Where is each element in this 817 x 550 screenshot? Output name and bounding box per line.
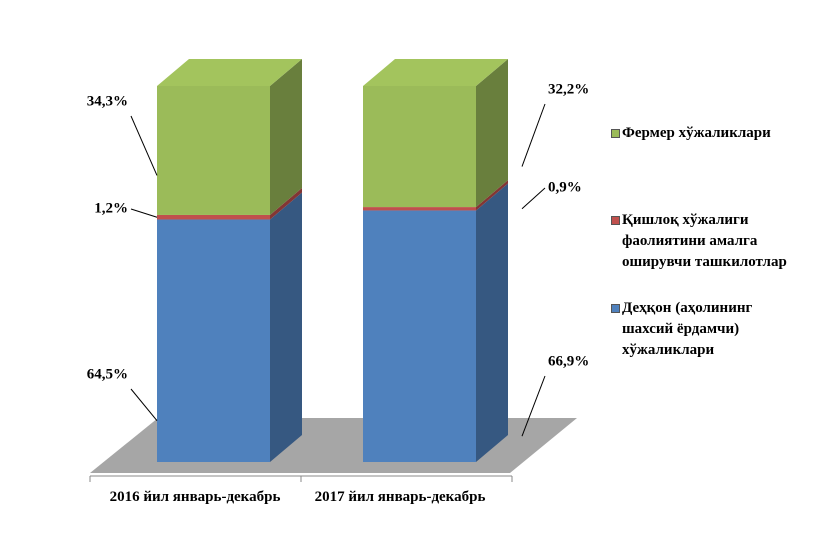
bar-side bbox=[270, 187, 302, 220]
legend-label: Фермер хўжаликлари bbox=[622, 125, 771, 141]
bar-side bbox=[270, 59, 302, 215]
bar-side bbox=[476, 183, 508, 462]
leader-line bbox=[130, 115, 158, 176]
x-tick-label: 2017 йил январь-декабрь bbox=[314, 489, 486, 505]
bar bbox=[157, 214, 270, 220]
bar-side bbox=[270, 192, 302, 463]
bar bbox=[157, 86, 270, 215]
leader-line bbox=[521, 375, 546, 437]
legend-marker bbox=[611, 129, 620, 138]
bar-side bbox=[476, 180, 508, 211]
value-label: 32,2% bbox=[548, 81, 589, 97]
leader-line bbox=[521, 187, 546, 210]
bar bbox=[363, 210, 476, 462]
value-label: 34,3% bbox=[87, 93, 128, 109]
value-label: 66,9% bbox=[548, 353, 589, 369]
value-label: 64,5% bbox=[87, 366, 128, 382]
bar bbox=[363, 86, 476, 208]
x-tick-label: 2016 йил январь-декабрь bbox=[109, 489, 281, 505]
legend-marker bbox=[611, 216, 620, 225]
bar-top bbox=[157, 59, 302, 86]
leader-line bbox=[130, 208, 158, 218]
leader-line bbox=[130, 388, 158, 422]
legend-marker bbox=[611, 304, 620, 313]
legend-label: Деҳқон (аҳолининг шахсий ёрдамчи) хўжали… bbox=[622, 300, 753, 358]
bar-side bbox=[476, 59, 508, 208]
bar-top bbox=[363, 59, 508, 86]
bar bbox=[157, 219, 270, 462]
value-label: 0,9% bbox=[548, 179, 582, 195]
value-label: 1,2% bbox=[94, 200, 128, 216]
leader-line bbox=[521, 103, 546, 167]
legend-label: Қишлоқ хўжалиги фаолиятини амалга оширув… bbox=[622, 212, 787, 270]
bar bbox=[363, 207, 476, 211]
